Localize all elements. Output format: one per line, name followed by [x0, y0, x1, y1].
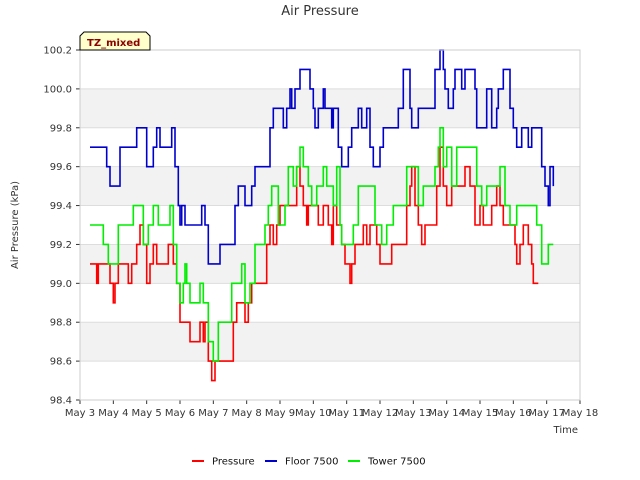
y-axis-label: Air Pressure (kPa)	[10, 181, 21, 269]
y-tick-label: 99.6	[50, 162, 72, 173]
legend-label: Floor 7500	[285, 457, 339, 468]
series-line-floor-7500	[90, 49, 555, 265]
x-tick-label: May 4	[98, 408, 128, 419]
x-tick-label: May 8	[232, 408, 262, 419]
x-tick-label: May 3	[65, 408, 95, 419]
series-lines	[90, 49, 555, 382]
series-line-tower-7500	[90, 127, 554, 362]
x-axis-ticks: May 3 May 4 May 5 May 6 May 7 May 8 May 9 May 1…	[65, 400, 598, 419]
legend-label: Pressure	[212, 457, 255, 468]
plot-band	[80, 50, 580, 89]
x-tick-label: May 16	[495, 408, 532, 419]
y-tick-label: 98.6	[50, 357, 72, 368]
x-tick-label: May 5	[132, 408, 162, 419]
chart-title: Air Pressure	[281, 4, 359, 19]
x-tick-label: May 12	[362, 408, 399, 419]
y-tick-label: 99.2	[50, 240, 72, 251]
y-tick-label: 100.0	[43, 84, 72, 95]
x-tick-label: May 18	[562, 408, 599, 419]
tz-annotation-text: TZ_mixed	[87, 38, 140, 49]
x-tick-label: May 15	[462, 408, 499, 419]
x-tick-label: May 9	[265, 408, 295, 419]
series-line-pressure	[90, 146, 539, 382]
plot-band	[80, 361, 580, 400]
x-tick-label: May 10	[295, 408, 332, 419]
y-tick-label: 99.0	[50, 279, 72, 290]
x-tick-label: May 17	[528, 408, 565, 419]
tz-annotation: TZ_mixed	[79, 31, 151, 51]
x-tick-label: May 7	[198, 408, 228, 419]
plot-band	[80, 322, 580, 362]
y-tick-label: 100.2	[43, 46, 72, 57]
y-tick-label: 98.4	[50, 396, 72, 407]
x-tick-label: May 11	[328, 408, 365, 419]
plot-band	[80, 283, 580, 323]
x-tick-label: May 14	[428, 408, 465, 419]
plot-frame	[79, 49, 581, 401]
legend-label: Tower 7500	[367, 457, 426, 468]
x-tick-label: May 13	[395, 408, 432, 419]
tz-annotation-box	[79, 31, 151, 51]
x-tick-label: May 6	[165, 408, 195, 419]
legend: Pressure Floor 7500 Tower 7500	[192, 457, 426, 468]
y-axis-ticks: 98.4 98.6 98.8 99.0 99.2 99.4 99.6 99.8 100.0 100…	[43, 46, 80, 407]
y-tick-label: 99.8	[50, 123, 72, 134]
plot-band	[80, 244, 580, 284]
x-axis-label: Time	[553, 425, 578, 436]
y-tick-label: 98.8	[50, 318, 72, 329]
y-tick-label: 99.4	[50, 201, 72, 212]
